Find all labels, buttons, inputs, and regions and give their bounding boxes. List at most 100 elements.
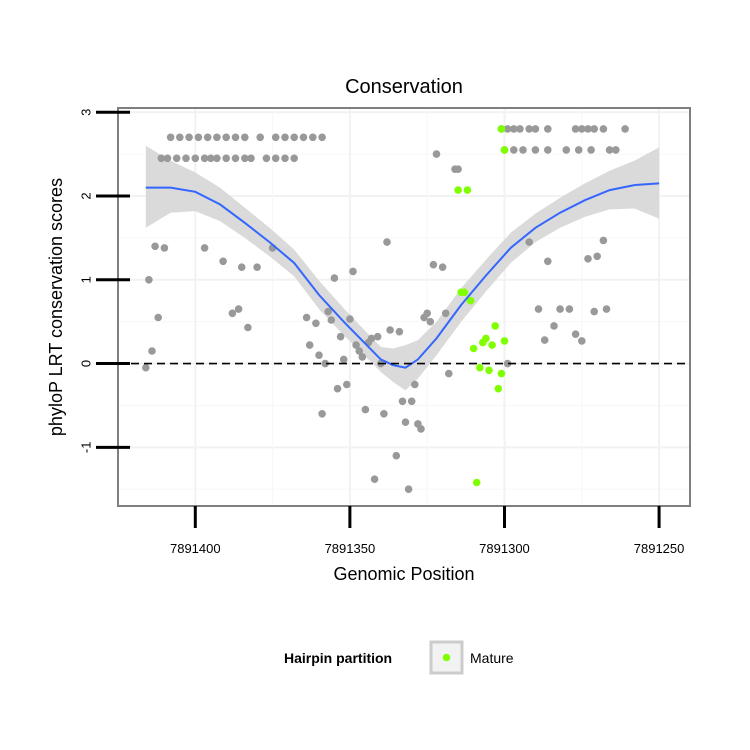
- point-other: [429, 260, 438, 269]
- y-tick-label: 1: [79, 276, 94, 283]
- point-other: [321, 359, 330, 368]
- point-other: [358, 353, 367, 361]
- chart-title: Conservation: [345, 76, 463, 98]
- point-other: [228, 309, 237, 318]
- point-other: [534, 305, 543, 313]
- point-mature: [488, 341, 496, 349]
- y-tick-label: 3: [79, 109, 94, 116]
- point-mature: [500, 146, 509, 154]
- point-mature: [476, 363, 484, 372]
- x-axis: 7891400 7891350 7891300 7891250: [170, 506, 684, 556]
- point-other: [318, 410, 326, 418]
- point-other: [438, 263, 447, 272]
- point-other: [578, 337, 586, 345]
- point-other: [423, 309, 432, 318]
- point-other: [142, 363, 150, 372]
- point-other: [207, 154, 215, 163]
- plot-frame: [117, 107, 691, 507]
- point-other: [392, 451, 401, 460]
- point-other: [160, 244, 169, 252]
- point-other: [531, 146, 540, 154]
- point-other: [531, 125, 540, 133]
- point-other: [330, 274, 339, 282]
- point-other: [516, 125, 524, 133]
- point-mature: [494, 384, 503, 393]
- point-other: [172, 154, 181, 163]
- y-axis-title: phyloP LRT conservation scores: [46, 178, 66, 436]
- point-other: [599, 236, 608, 245]
- point-other: [584, 254, 592, 263]
- point-other: [194, 133, 203, 142]
- point-other: [349, 267, 357, 276]
- x-tick-label: 7891400: [170, 541, 221, 556]
- point-mature: [491, 322, 500, 330]
- smooth-trend-line: [145, 182, 660, 369]
- point-other: [222, 133, 230, 142]
- point-other: [200, 154, 209, 163]
- point-other: [574, 146, 583, 154]
- point-other: [525, 125, 533, 133]
- point-other: [454, 165, 462, 173]
- point-other: [339, 355, 348, 364]
- point-other: [398, 397, 407, 406]
- point-other: [578, 125, 586, 133]
- point-other: [593, 252, 601, 261]
- point-mature: [500, 337, 509, 345]
- point-other: [281, 154, 289, 163]
- point-other: [185, 133, 193, 142]
- y-tick-label: -1: [79, 442, 94, 454]
- point-other: [327, 316, 336, 324]
- point-other: [163, 154, 172, 163]
- point-other: [333, 384, 342, 393]
- point-other: [343, 380, 351, 389]
- point-other: [361, 405, 370, 414]
- point-other: [550, 322, 558, 330]
- point-other: [346, 315, 354, 323]
- point-other: [290, 133, 299, 142]
- point-other: [571, 330, 580, 339]
- point-mature: [466, 296, 475, 305]
- point-other: [544, 146, 552, 154]
- point-other: [510, 125, 518, 133]
- point-other: [241, 133, 249, 142]
- legend-title: Hairpin partition: [284, 650, 392, 666]
- point-other: [305, 341, 314, 349]
- point-other: [281, 133, 289, 142]
- point-other: [571, 125, 580, 133]
- y-axis: -1 0 1 2 3: [79, 109, 130, 454]
- point-other: [213, 133, 221, 142]
- point-other: [540, 336, 549, 344]
- point-other: [407, 397, 416, 406]
- point-mature: [485, 366, 493, 375]
- point-mature: [463, 186, 472, 194]
- point-other: [565, 305, 574, 313]
- point-other: [203, 133, 212, 142]
- point-other: [556, 305, 564, 313]
- point-other: [599, 125, 608, 133]
- point-other: [352, 341, 360, 349]
- x-axis-title: Genomic Position: [333, 564, 474, 584]
- point-other: [587, 146, 595, 154]
- point-mature: [454, 186, 462, 194]
- point-other: [544, 125, 552, 133]
- point-other: [219, 257, 227, 266]
- point-other: [200, 244, 209, 252]
- y-tick-label: 2: [79, 192, 94, 199]
- point-other: [373, 332, 382, 341]
- point-other: [312, 319, 320, 328]
- x-tick-label: 7891300: [479, 541, 530, 556]
- point-mature: [497, 369, 506, 378]
- point-other: [432, 150, 441, 158]
- legend-key-marker: [442, 653, 451, 662]
- y-tick-label: 0: [79, 360, 94, 367]
- point-other: [318, 133, 326, 142]
- points-layer: [142, 125, 629, 494]
- point-other: [605, 146, 614, 154]
- point-other: [380, 410, 388, 418]
- point-other: [222, 154, 230, 163]
- point-other: [370, 475, 379, 484]
- point-other: [244, 323, 252, 332]
- point-other: [256, 133, 265, 142]
- point-other: [253, 263, 261, 272]
